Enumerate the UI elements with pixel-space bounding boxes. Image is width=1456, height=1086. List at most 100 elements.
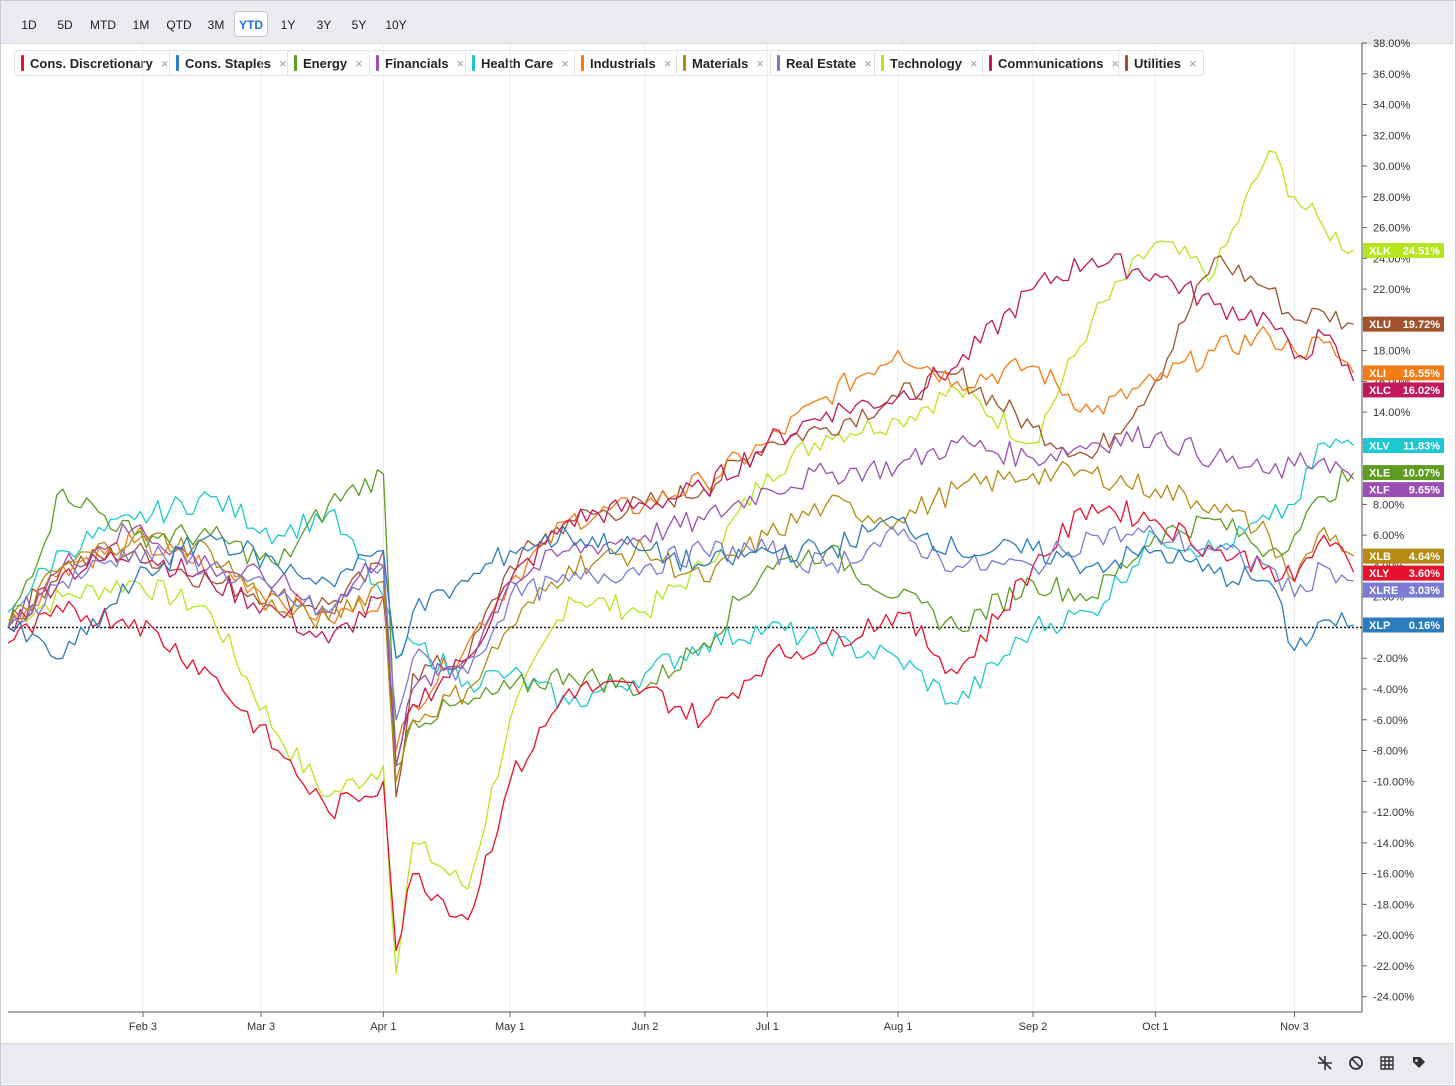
value-badge-xlp <box>1363 617 1444 633</box>
value-badge-value: 0.16% <box>1409 620 1440 632</box>
y-tick-label: 34.00% <box>1373 100 1411 112</box>
crosshair-off-icon[interactable] <box>1316 1054 1334 1072</box>
remove-series-icon[interactable]: × <box>663 55 672 71</box>
y-tick-label: 30.00% <box>1373 161 1411 173</box>
value-badge-xlc <box>1363 382 1444 398</box>
grid-icon[interactable] <box>1378 1054 1396 1072</box>
value-badge-ticker: XLI <box>1369 368 1386 380</box>
series-line-xle[interactable] <box>7 469 1355 767</box>
y-tick-label: -8.00% <box>1373 746 1408 758</box>
y-tick-label: -6.00% <box>1373 715 1408 727</box>
legend-label: Cons. Discretionary <box>30 55 153 71</box>
legend-swatch <box>376 55 379 71</box>
x-tick-label: Jul 1 <box>756 1021 779 1033</box>
x-tick-label: Oct 1 <box>1142 1021 1168 1033</box>
range-button-1y[interactable]: 1Y <box>273 11 303 37</box>
value-badge-value: 10.07% <box>1403 468 1441 480</box>
legend-label: Real Estate <box>786 55 857 71</box>
range-button-5y[interactable]: 5Y <box>344 11 374 37</box>
legend-label: Materials <box>692 55 749 71</box>
series-line-xlp[interactable] <box>7 515 1354 660</box>
legend-swatch <box>777 55 780 71</box>
y-tick-label: 36.00% <box>1373 69 1411 81</box>
y-tick-label: 14.00% <box>1373 407 1411 419</box>
remove-series-icon[interactable]: × <box>278 55 287 71</box>
legend-chip-technology[interactable]: Technology × <box>874 50 985 76</box>
remove-series-icon[interactable]: × <box>561 55 569 71</box>
series-line-xlk[interactable] <box>7 150 1354 975</box>
y-tick-label: 6.00% <box>1373 530 1404 542</box>
y-tick-label: 22.00% <box>1373 284 1411 296</box>
value-badge-ticker: XLRE <box>1369 585 1398 597</box>
legend-swatch <box>1125 55 1128 71</box>
value-badge-value: 9.65% <box>1409 485 1440 497</box>
legend-chip-financials[interactable]: Financials × <box>369 50 472 76</box>
y-tick-label: -10.00% <box>1373 776 1414 788</box>
value-badge-value: 11.83% <box>1403 441 1440 453</box>
series-line-xlb[interactable] <box>7 460 1354 782</box>
legend-chip-cons-discretionary[interactable]: Cons. Discretionary × <box>14 50 176 76</box>
legend-swatch <box>294 55 297 71</box>
x-tick-label: Sep 2 <box>1019 1021 1048 1033</box>
legend-chip-energy[interactable]: Energy × <box>287 50 370 76</box>
value-badge-xli <box>1363 365 1444 381</box>
series-line-xli[interactable] <box>7 325 1355 752</box>
remove-series-icon[interactable]: × <box>355 55 363 71</box>
legend-swatch <box>989 55 992 71</box>
remove-series-icon[interactable]: × <box>456 55 465 71</box>
value-badge-xlu <box>1363 316 1444 332</box>
range-button-1d[interactable]: 1D <box>15 11 43 37</box>
legend-chip-cons-staples[interactable]: Cons. Staples × <box>169 50 294 76</box>
legend-chip-materials[interactable]: Materials × <box>676 50 771 76</box>
x-tick-label: Feb 3 <box>129 1021 157 1033</box>
legend-chip-industrials[interactable]: Industrials × <box>574 50 679 76</box>
series-line-xlf[interactable] <box>7 426 1355 767</box>
x-tick-label: Nov 3 <box>1280 1021 1309 1033</box>
legend-chip-real-estate[interactable]: Real Estate × <box>770 50 879 76</box>
remove-series-icon[interactable]: × <box>756 55 764 71</box>
value-badge-ticker: XLB <box>1369 551 1391 563</box>
series-line-xlc[interactable] <box>7 253 1355 767</box>
range-button-3y[interactable]: 3Y <box>309 11 339 37</box>
legend-label: Industrials <box>590 55 656 71</box>
remove-series-icon[interactable]: × <box>864 55 872 71</box>
value-badge-value: 3.60% <box>1409 568 1440 580</box>
legend-chip-utilities[interactable]: Utilities × <box>1118 50 1204 76</box>
remove-series-icon[interactable]: × <box>1188 55 1197 71</box>
range-button-qtd[interactable]: QTD <box>159 11 199 37</box>
y-tick-label: -12.00% <box>1373 807 1414 819</box>
value-badge-xlre <box>1363 582 1444 598</box>
legend-chip-health-care[interactable]: Health Care × <box>465 50 576 76</box>
series-line-xlu[interactable] <box>7 255 1354 798</box>
value-badge-ticker: XLP <box>1369 620 1390 632</box>
range-button-10y[interactable]: 10Y <box>378 11 414 37</box>
legend-label: Health Care <box>481 55 554 71</box>
reset-zoom-icon[interactable] <box>1347 1054 1365 1072</box>
remove-series-icon[interactable]: × <box>1111 55 1120 71</box>
value-badge-ticker: XLY <box>1369 568 1390 580</box>
range-button-5d[interactable]: 5D <box>50 11 80 37</box>
y-tick-label: -16.00% <box>1373 869 1414 881</box>
range-button-mtd[interactable]: MTD <box>83 11 123 37</box>
series-line-xlre[interactable] <box>7 524 1354 721</box>
x-tick-label: Jun 2 <box>631 1021 658 1033</box>
legend-label: Cons. Staples <box>185 55 271 71</box>
value-badge-xly <box>1363 565 1444 581</box>
legend-chip-communications[interactable]: Communications × <box>982 50 1127 76</box>
range-button-1m[interactable]: 1M <box>126 11 156 37</box>
legend-swatch <box>881 55 884 71</box>
value-badge-xlf <box>1363 482 1444 498</box>
y-tick-label: 28.00% <box>1373 192 1411 204</box>
range-button-3m[interactable]: 3M <box>201 11 231 37</box>
tag-icon[interactable] <box>1410 1054 1428 1072</box>
remove-series-icon[interactable]: × <box>969 55 978 71</box>
remove-series-icon[interactable]: × <box>160 55 169 71</box>
legend-label: Utilities <box>1134 55 1181 71</box>
y-tick-label: -4.00% <box>1373 684 1408 696</box>
chart-footer <box>1 1043 1454 1084</box>
range-button-ytd[interactable]: YTD <box>234 11 268 37</box>
series-line-xlv[interactable] <box>7 438 1355 709</box>
series-line-xly[interactable] <box>7 500 1355 952</box>
